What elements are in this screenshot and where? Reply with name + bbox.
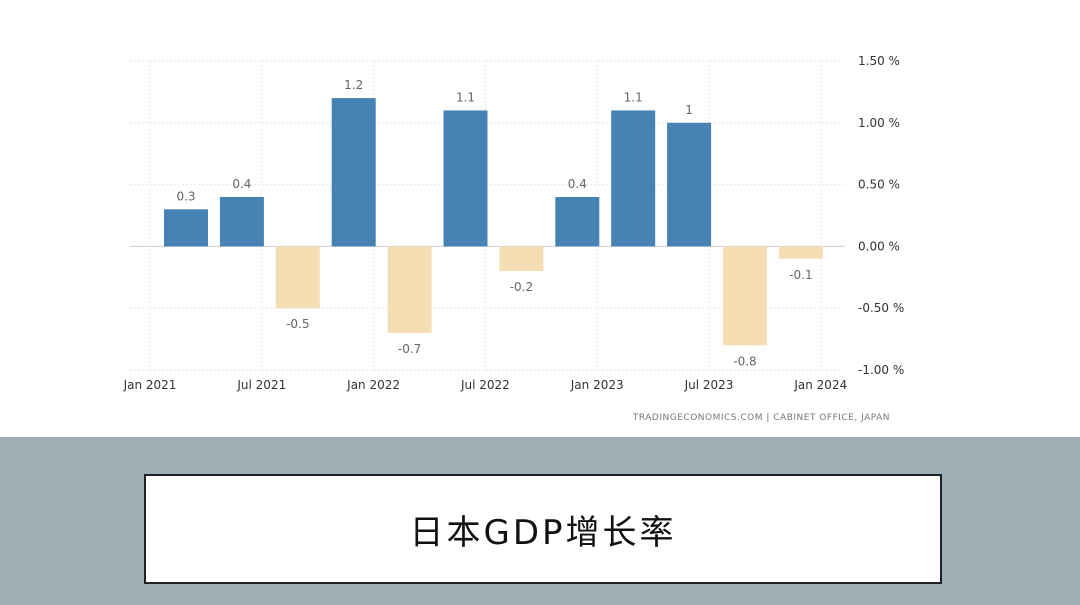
bar	[611, 110, 656, 247]
bar	[443, 110, 488, 247]
data-label: -0.2	[510, 280, 533, 294]
data-label: -0.7	[398, 342, 421, 356]
data-label: 0.3	[176, 189, 195, 203]
bar	[778, 246, 823, 259]
x-tick-label: Jan 2021	[123, 378, 177, 392]
y-tick-label: -0.50 %	[858, 301, 904, 315]
data-label: 0.4	[232, 177, 251, 191]
gdp-bar-chart: 1.50 % 1.00 % 0.50 % 0.00 % -0.50 % -1.00 % Ja…	[123, 54, 905, 392]
caption-box: 日本GDP增长率	[144, 474, 942, 584]
y-tick-label: 0.50 %	[858, 178, 900, 192]
data-label: 1.1	[456, 90, 475, 104]
y-tick-label: -1.00 %	[858, 363, 904, 377]
data-label: 1	[685, 103, 693, 117]
data-label: -0.5	[286, 317, 309, 331]
bar	[555, 196, 600, 247]
bar	[723, 246, 767, 346]
chart-area: 1.50 % 1.00 % 0.50 % 0.00 % -0.50 % -1.00 % Ja…	[122, 54, 905, 423]
data-label: -0.8	[733, 354, 756, 368]
x-tick-label: Jul 2021	[236, 378, 286, 392]
x-tick-label: Jan 2022	[346, 378, 400, 392]
data-label: -0.1	[789, 268, 812, 282]
bar	[164, 209, 208, 247]
y-tick-label: 1.00 %	[858, 116, 900, 130]
y-tick-label: 1.50 %	[858, 54, 900, 68]
data-label: 1.2	[344, 78, 363, 92]
y-tick-label: 0.00 %	[858, 239, 900, 253]
source-credit: TRADINGECONOMICS.COM | CABINET OFFICE, J…	[632, 413, 890, 423]
bar	[331, 98, 376, 247]
data-label: 1.1	[624, 90, 643, 104]
bar	[219, 196, 264, 247]
data-label: 0.4	[568, 177, 587, 191]
caption-title: 日本GDP增长率	[409, 512, 677, 553]
bar	[275, 246, 320, 309]
x-tick-label: Jan 2023	[570, 378, 624, 392]
x-tick-label: Jan 2024	[793, 378, 847, 392]
bar	[499, 246, 544, 272]
bar	[387, 246, 432, 333]
x-tick-label: Jul 2023	[684, 378, 734, 392]
x-tick-label: Jul 2022	[460, 378, 510, 392]
bar	[667, 122, 712, 247]
